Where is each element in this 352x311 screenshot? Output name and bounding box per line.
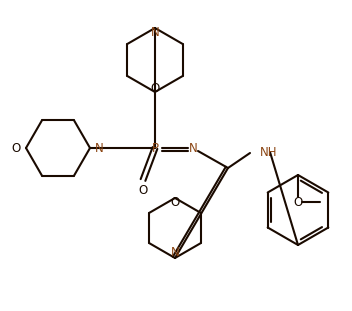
Text: P: P — [151, 142, 158, 155]
Text: O: O — [293, 196, 303, 208]
Text: O: O — [138, 183, 147, 197]
Text: N: N — [151, 26, 159, 39]
Text: O: O — [170, 197, 180, 210]
Text: N: N — [95, 142, 104, 155]
Text: N: N — [171, 247, 180, 259]
Text: O: O — [150, 81, 159, 95]
Text: O: O — [12, 142, 21, 155]
Text: NH: NH — [260, 146, 277, 159]
Text: N: N — [189, 142, 197, 155]
